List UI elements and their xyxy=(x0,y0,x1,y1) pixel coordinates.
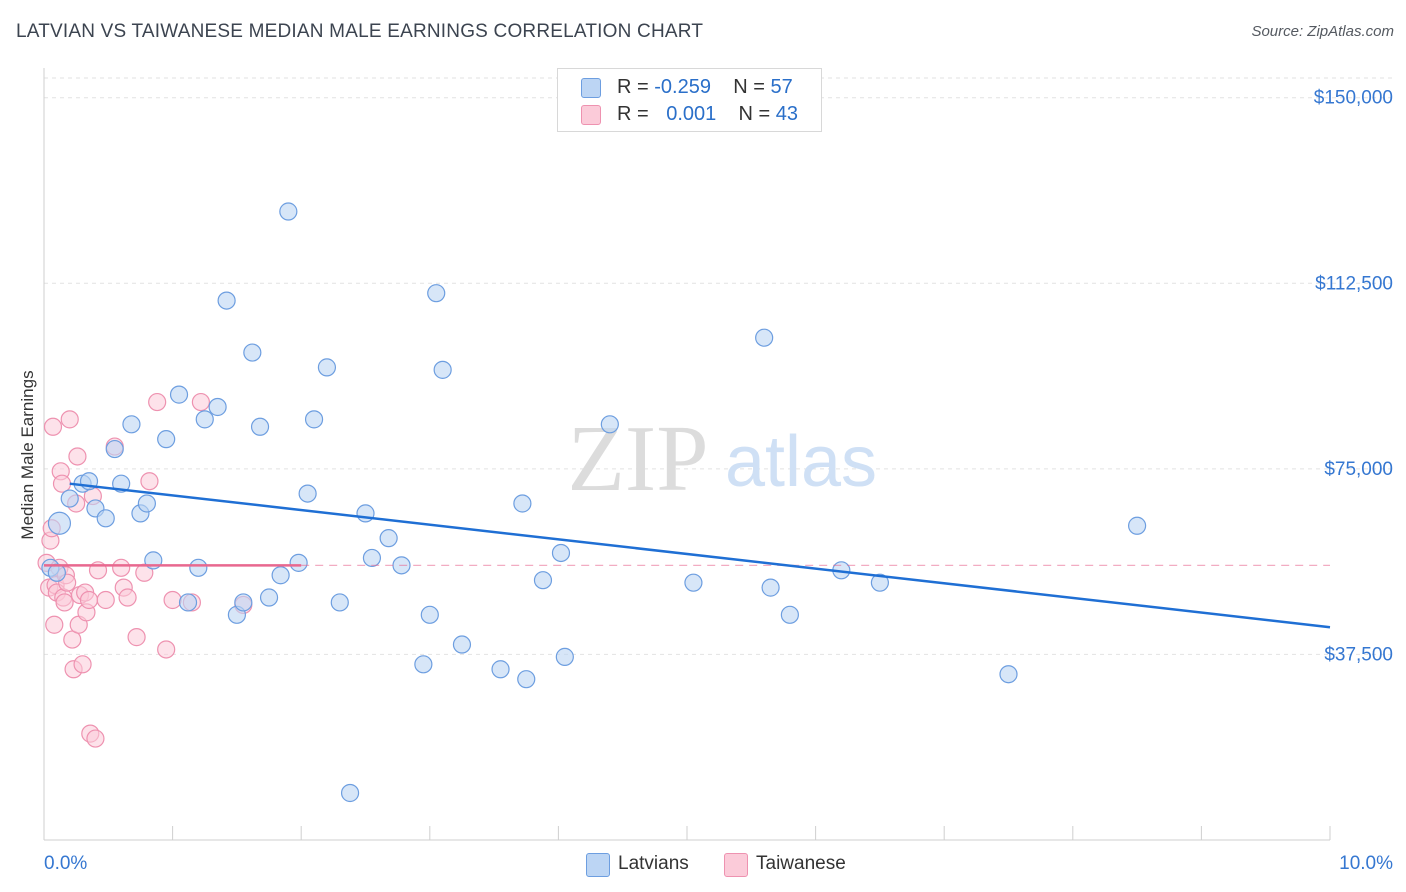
latvian-point xyxy=(870,573,890,592)
legend-swatch-taiwanese xyxy=(581,105,601,125)
latvian-point xyxy=(259,588,279,607)
latvian-point xyxy=(1127,516,1147,535)
latvian-point xyxy=(137,494,156,513)
latvian-point xyxy=(169,385,189,404)
latvian-point xyxy=(600,415,619,434)
x-tick-label-max: 10.0% xyxy=(1339,853,1393,874)
taiwanese-point xyxy=(112,558,131,577)
taiwanese-point xyxy=(60,410,79,429)
latvian-point xyxy=(105,439,124,459)
taiwanese-point xyxy=(86,729,105,748)
latvian-point xyxy=(60,489,79,508)
latvian-point xyxy=(47,511,72,535)
source-credit: Source: ZipAtlas.com xyxy=(1251,23,1394,40)
taiwanese-point xyxy=(118,588,137,607)
correlation-legend: R = -0.259 N = 57 R = 0.001 N = 43 xyxy=(557,68,822,132)
taiwanese-point xyxy=(140,472,159,491)
latvian-point xyxy=(47,563,66,582)
gridlines xyxy=(44,77,1394,655)
latvian-point xyxy=(189,558,208,577)
latvian-point xyxy=(684,573,703,592)
latvian-point xyxy=(340,783,360,803)
latvian-point xyxy=(517,670,536,689)
latvian-point xyxy=(513,494,532,513)
legend-r-label: R = xyxy=(617,76,649,98)
latvian-point xyxy=(414,655,433,674)
legend-n-value-taiwanese: 43 xyxy=(775,103,799,125)
latvian-point xyxy=(356,504,375,523)
latvian-point xyxy=(96,509,115,528)
y-tick-label: $150,000 xyxy=(1314,88,1393,109)
latvian-point xyxy=(157,430,176,449)
latvian-point xyxy=(379,529,398,548)
taiwanese-point xyxy=(55,593,74,612)
chart-title: LATVIAN VS TAIWANESE MEDIAN MALE EARNING… xyxy=(16,21,704,42)
latvian-point xyxy=(271,566,290,585)
y-axis-title: Median Male Earnings xyxy=(18,370,37,540)
latvian-point xyxy=(433,360,452,379)
watermark-atlas: atlas xyxy=(725,422,877,502)
latvian-point xyxy=(761,578,780,597)
latvian-points xyxy=(41,202,1147,803)
latvian-point xyxy=(208,397,227,417)
latvian-point xyxy=(533,571,553,590)
latvian-point xyxy=(755,328,774,347)
taiwanese-point xyxy=(43,417,63,436)
latvian-point xyxy=(279,202,298,221)
y-tick-label: $112,500 xyxy=(1315,273,1393,294)
latvian-point xyxy=(298,484,317,503)
latvian-point xyxy=(330,593,349,612)
tick-labels: $37,500 $75,000 $112,500 $150,000 0.0% 10.0% xyxy=(44,88,1393,874)
legend-n-label: N = xyxy=(733,76,765,98)
taiwanese-point xyxy=(68,447,87,466)
latvian-point xyxy=(217,291,236,310)
taiwanese-point xyxy=(127,628,146,647)
latvian-trend-line xyxy=(69,482,1331,629)
latvian-point xyxy=(178,593,198,612)
watermark-zip: ZIP xyxy=(568,407,709,511)
latvian-point xyxy=(551,543,571,563)
taiwanese-points xyxy=(37,392,253,748)
taiwanese-point xyxy=(79,590,99,610)
y-tick-label: $37,500 xyxy=(1324,644,1393,665)
x-tick-label-min: 0.0% xyxy=(44,853,87,874)
taiwanese-point xyxy=(191,392,210,412)
latvian-point xyxy=(250,417,270,436)
y-tick-label: $75,000 xyxy=(1324,459,1393,480)
latvian-point xyxy=(427,284,446,303)
legend-swatch-latvians xyxy=(581,78,601,98)
legend-r-label: R = xyxy=(617,103,649,125)
taiwanese-point xyxy=(157,640,176,659)
legend-r-value-latvians: -0.259 xyxy=(654,76,711,98)
taiwanese-point xyxy=(148,392,167,412)
taiwanese-point xyxy=(96,590,115,610)
latvian-point xyxy=(362,548,382,568)
latvian-point xyxy=(122,415,141,434)
latvian-point xyxy=(195,410,214,429)
bottom-legend-swatch-latvians xyxy=(586,853,610,877)
latvian-point xyxy=(555,647,574,666)
latvian-point xyxy=(780,605,799,624)
axes xyxy=(43,68,1331,841)
latvian-point xyxy=(452,635,472,654)
latvian-point xyxy=(304,410,324,429)
legend-r-value-taiwanese: 0.001 xyxy=(666,103,717,125)
taiwanese-point xyxy=(45,615,64,634)
latvian-point xyxy=(234,593,253,612)
taiwanese-point xyxy=(163,590,182,610)
taiwanese-point xyxy=(73,655,92,674)
latvian-point xyxy=(317,358,337,377)
bottom-legend-label-taiwanese: Taiwanese xyxy=(756,853,846,874)
latvian-point xyxy=(289,553,308,572)
trend-lines xyxy=(44,482,1331,629)
bottom-legend-swatch-taiwanese xyxy=(724,853,748,877)
latvian-point xyxy=(999,665,1018,684)
latvian-point xyxy=(243,343,262,362)
latvian-point xyxy=(420,605,439,624)
legend-n-value-latvians: 57 xyxy=(770,76,793,98)
latvian-point xyxy=(491,660,510,679)
bottom-legend-label-latvians: Latvians xyxy=(618,853,689,874)
legend-n-label: N = xyxy=(738,103,771,125)
